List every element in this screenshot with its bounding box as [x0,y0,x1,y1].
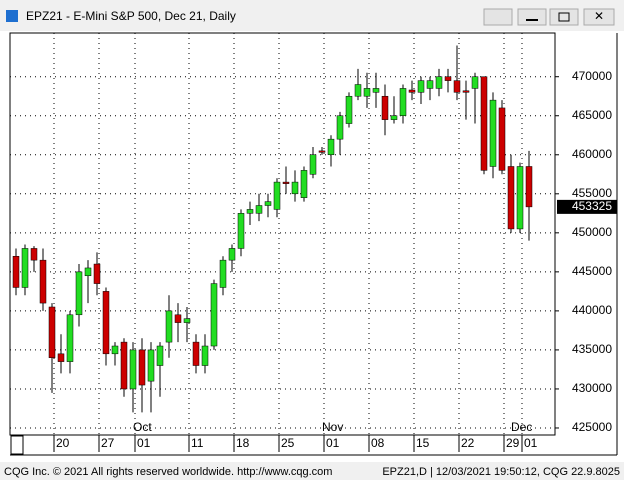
candle-body [183,318,191,323]
x-tick-label: 18 [236,436,250,450]
x-tick-label: 20 [56,436,70,450]
candle-body [246,209,254,214]
y-tick-label: 445000 [572,264,612,278]
window-title: EPZ21 - E-Mini S&P 500, Dec 21, Daily [26,9,236,23]
candle-body [516,166,524,230]
candle-body [462,90,470,93]
month-label: Nov [322,420,343,434]
candle-body [309,154,317,175]
x-tick-label: 01 [137,436,151,450]
x-tick-label: 15 [416,436,430,450]
candle-body [12,255,20,288]
footer-bar [0,462,624,480]
candle-body [84,267,92,277]
x-tick-label: 25 [281,436,295,450]
candle-body [327,138,335,156]
y-tick-label: 470000 [572,69,612,83]
candle-body [237,213,245,249]
x-tick-label: 11 [191,436,204,450]
candle-body [66,314,74,362]
candle-body [507,166,515,230]
x-tick-label: 27 [101,436,115,450]
scroll-handle[interactable] [10,435,24,455]
candle-body [147,349,155,382]
minimize-button[interactable] [517,8,547,26]
candle-body [363,88,371,97]
candle-body [102,291,110,355]
candle-body [336,115,344,140]
candle-body [93,263,101,284]
candle-body [345,95,353,124]
candle-body [30,248,38,261]
last-price-label: 453325 [572,199,612,213]
candle-body [156,345,164,366]
x-tick-label: 22 [461,436,475,450]
candle-body [174,314,182,323]
last-price-box [557,199,617,214]
candle-body [291,181,299,195]
candle-body [210,283,218,347]
maximize-button[interactable] [549,8,579,26]
candle-body [48,306,56,358]
candle-body [120,341,128,390]
candle-body [192,341,200,366]
footer-left: CQG Inc. © 2021 All rights reserved worl… [4,466,332,478]
candle-body [426,80,434,89]
month-label: Oct [133,420,152,434]
candle-body [453,80,461,93]
candle-body [498,107,506,171]
y-tick-label: 465000 [572,108,612,122]
candle-body [318,150,326,153]
y-tick-label: 460000 [572,147,612,161]
plot-area [9,32,556,436]
candle-body [372,88,380,93]
y-tick-label: 440000 [572,303,612,317]
candle-body [390,115,398,120]
candle-body [228,248,236,261]
candle-body [57,353,65,362]
candle-body [75,271,83,316]
close-button[interactable] [583,8,615,26]
candle-body [408,89,416,93]
y-tick-label: 430000 [572,381,612,395]
y-tick-label: 435000 [572,342,612,356]
candle-body [399,88,407,116]
x-tick-label: 01 [326,436,340,450]
candle-body [219,259,227,288]
candle-body [489,99,497,167]
candle-body [21,248,29,288]
link-button[interactable] [483,8,513,26]
candle-body [138,349,146,386]
candle-body [300,170,308,198]
x-tick-label: 29 [506,436,520,450]
candle-body [471,76,479,89]
candle-body [201,345,209,366]
candle-body [165,310,173,343]
candle-body [111,345,119,355]
y-tick-label: 450000 [572,225,612,239]
candle-body [444,76,452,81]
x-tick-label: 01 [524,436,538,450]
candle-body [480,76,488,171]
candle-body [264,201,272,206]
y-tick-label: 425000 [572,420,612,434]
footer-right: EPZ21,D | 12/03/2021 19:50:12, CQG 22.9.… [382,466,620,478]
candle-body [255,205,263,214]
candle-body [417,80,425,93]
candle-body [129,349,137,390]
candle-body [39,259,47,304]
candle-body [282,181,290,184]
candle-body [435,76,443,89]
candle-body [273,181,281,210]
close-icon: ✕ [594,9,604,23]
x-tick-label: 08 [371,436,385,450]
candle-body [525,166,533,208]
maximize-icon [558,12,570,22]
app-icon [6,10,18,22]
month-label: Dec [511,420,532,434]
candle-body [381,95,389,120]
y-tick-label: 455000 [572,186,612,200]
candle-body [354,84,362,97]
